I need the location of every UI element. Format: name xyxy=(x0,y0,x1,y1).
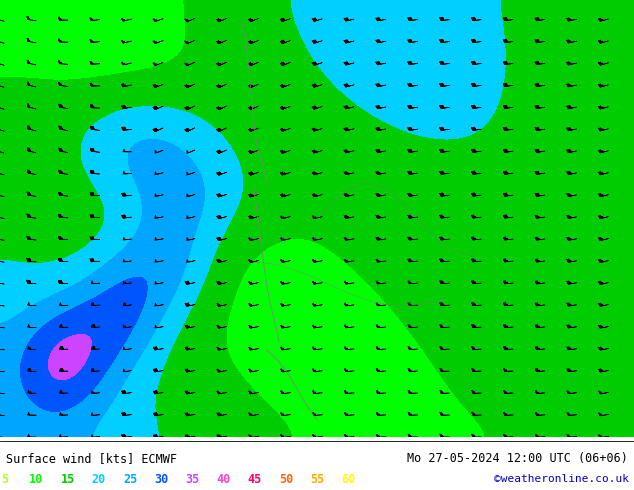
Text: 20: 20 xyxy=(92,473,106,486)
Text: 55: 55 xyxy=(310,473,325,486)
Text: 50: 50 xyxy=(279,473,294,486)
Text: 25: 25 xyxy=(123,473,137,486)
Text: Mo 27-05-2024 12:00 UTC (06+06): Mo 27-05-2024 12:00 UTC (06+06) xyxy=(407,452,628,465)
Text: 10: 10 xyxy=(29,473,44,486)
Text: 40: 40 xyxy=(217,473,231,486)
Text: 5: 5 xyxy=(1,473,9,486)
Text: 45: 45 xyxy=(248,473,262,486)
Text: 15: 15 xyxy=(60,473,75,486)
Text: Surface wind [kts] ECMWF: Surface wind [kts] ECMWF xyxy=(6,452,178,465)
Text: ©weatheronline.co.uk: ©weatheronline.co.uk xyxy=(494,474,629,485)
Text: 35: 35 xyxy=(185,473,200,486)
Text: 30: 30 xyxy=(154,473,169,486)
Text: 60: 60 xyxy=(342,473,356,486)
